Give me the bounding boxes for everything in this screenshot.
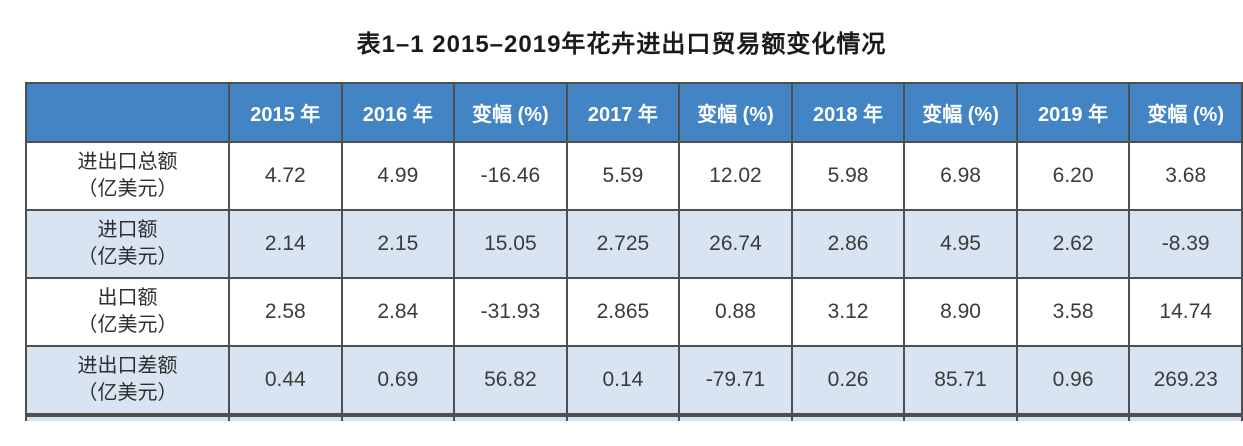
value-cell: 4.95 [903,209,1018,279]
value-cell: 2.86 [790,209,906,279]
value-cell: 3.68 [1128,141,1243,211]
year-2019-header: 2019 年 [1015,82,1131,143]
value-cell: 6.20 [1015,141,1131,211]
row-label-unit: （亿美元） [77,314,178,336]
trade-table-body: 进出口总额 （亿美元） 4.72 4.99 -16.46 5.59 12.02 … [25,141,1243,415]
row-label-text: 出口额 [97,287,158,309]
row-label-balance: 进出口差额 （亿美元） [25,345,230,415]
row-label-unit: （亿美元） [77,246,178,268]
change-2017-header: 变幅 (%) [678,82,793,143]
value-cell: 2.865 [565,277,681,347]
row-label-imports: 进口额 （亿美元） [25,209,230,279]
value-cell: 269.23 [1128,345,1243,415]
value-cell: 3.12 [790,277,906,347]
year-2018-header: 2018 年 [790,82,906,143]
value-cell: -8.39 [1128,209,1243,279]
value-cell: 6.98 [903,141,1018,211]
change-2016-header: 变幅 (%) [453,82,568,143]
trade-table-container: 2015 年 2016 年 变幅 (%) 2017 年 变幅 (%) 2018 … [25,82,1243,415]
value-cell: 3.58 [1015,277,1131,347]
value-cell: 0.69 [340,345,456,415]
value-cell: 2.84 [340,277,456,347]
year-2017-header: 2017 年 [565,82,681,143]
value-cell: 4.99 [340,141,456,211]
value-cell: 0.44 [228,345,343,415]
value-cell: 15.05 [453,209,568,279]
value-cell: 85.71 [903,345,1018,415]
corner-header-cell [25,82,230,143]
row-label-unit: （亿美元） [77,382,178,404]
value-cell: 26.74 [678,209,793,279]
row-label-exports: 出口额 （亿美元） [25,277,230,347]
value-cell: 8.90 [903,277,1018,347]
value-cell: 0.14 [565,345,681,415]
table-title: 表1–1 2015–2019年花卉进出口贸易额变化情况 [356,31,887,58]
year-2016-header: 2016 年 [340,82,456,143]
value-cell: -31.93 [453,277,568,347]
cropped-next-row [25,415,1243,421]
value-cell: 2.725 [565,209,681,279]
table-row-exports: 出口额 （亿美元） 2.58 2.84 -31.93 2.865 0.88 3.… [25,277,1243,347]
value-cell: 14.74 [1128,277,1243,347]
row-label-text: 进出口总额 [77,151,178,173]
table-row-total: 进出口总额 （亿美元） 4.72 4.99 -16.46 5.59 12.02 … [25,141,1243,211]
change-2019-header: 变幅 (%) [1128,82,1243,143]
row-label-text: 进口额 [97,219,158,241]
table-row-balance: 进出口差额 （亿美元） 0.44 0.69 56.82 0.14 -79.71 … [25,345,1243,415]
value-cell: -16.46 [453,141,568,211]
value-cell: 0.96 [1015,345,1131,415]
value-cell: 5.59 [565,141,681,211]
value-cell: 2.14 [228,209,343,279]
row-label-total: 进出口总额 （亿美元） [25,141,230,211]
value-cell: 2.58 [228,277,343,347]
trade-table-header: 2015 年 2016 年 变幅 (%) 2017 年 变幅 (%) 2018 … [25,82,1243,143]
table-row-imports: 进口额 （亿美元） 2.14 2.15 15.05 2.725 26.74 2.… [25,209,1243,279]
trade-table: 2015 年 2016 年 变幅 (%) 2017 年 变幅 (%) 2018 … [25,82,1243,415]
value-cell: 2.15 [340,209,456,279]
year-2015-header: 2015 年 [228,82,343,143]
value-cell: 12.02 [678,141,793,211]
change-2018-header: 变幅 (%) [903,82,1018,143]
value-cell: 4.72 [228,141,343,211]
value-cell: 0.26 [790,345,906,415]
value-cell: 0.88 [678,277,793,347]
value-cell: 2.62 [1015,209,1131,279]
row-label-unit: （亿美元） [77,178,178,200]
value-cell: -79.71 [678,345,793,415]
row-label-text: 进出口差额 [77,355,178,377]
value-cell: 56.82 [453,345,568,415]
value-cell: 5.98 [790,141,906,211]
header-row: 2015 年 2016 年 变幅 (%) 2017 年 变幅 (%) 2018 … [25,82,1243,143]
